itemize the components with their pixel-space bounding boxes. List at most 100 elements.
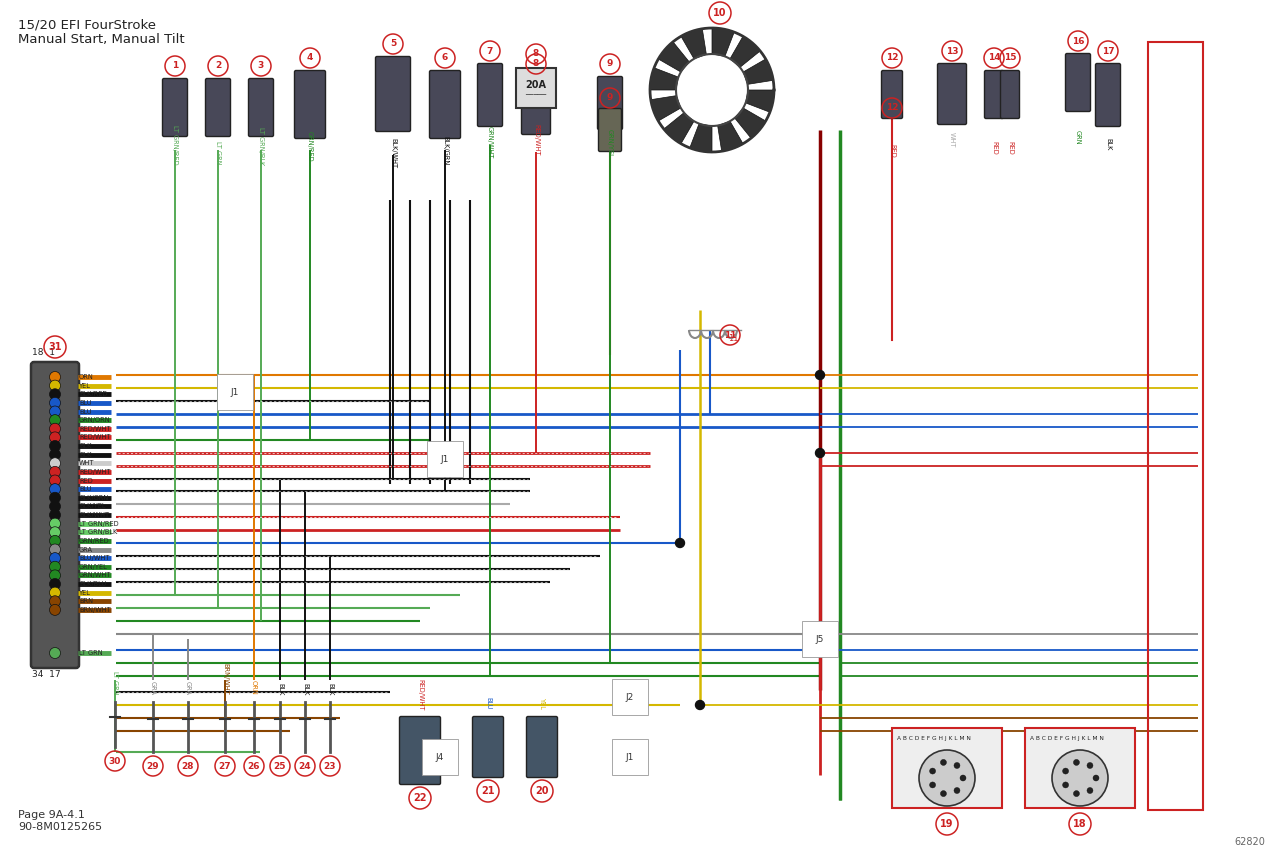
Text: 5: 5 — [390, 39, 396, 49]
Text: GRN/YEL: GRN/YEL — [79, 563, 108, 569]
Text: YEL: YEL — [79, 590, 91, 596]
Circle shape — [50, 406, 60, 417]
Circle shape — [50, 518, 60, 529]
Circle shape — [50, 484, 60, 495]
Polygon shape — [690, 124, 712, 152]
Text: 30: 30 — [109, 757, 122, 765]
Text: ─────: ───── — [525, 92, 547, 98]
Circle shape — [960, 775, 966, 781]
Circle shape — [50, 510, 60, 521]
FancyBboxPatch shape — [163, 79, 187, 137]
Text: J1: J1 — [626, 752, 634, 762]
Circle shape — [941, 759, 946, 765]
Text: GRN/WHT: GRN/WHT — [486, 126, 493, 158]
Text: BLU: BLU — [485, 698, 492, 710]
Circle shape — [1074, 759, 1079, 765]
Circle shape — [50, 535, 60, 546]
FancyBboxPatch shape — [477, 63, 503, 127]
Text: 1: 1 — [172, 62, 178, 70]
Text: J5: J5 — [815, 634, 824, 644]
Text: J4: J4 — [436, 752, 444, 762]
Text: WHT: WHT — [948, 133, 955, 148]
Text: LT GRN/RED: LT GRN/RED — [172, 126, 178, 165]
Circle shape — [50, 457, 60, 469]
Text: 62820: 62820 — [1234, 837, 1265, 847]
Text: GRN: GRN — [1075, 130, 1082, 145]
Text: BLK/GRN: BLK/GRN — [442, 136, 448, 165]
Text: GRN/WHT: GRN/WHT — [79, 572, 111, 578]
Text: BLK/WHT: BLK/WHT — [390, 138, 396, 168]
Text: GRN/RED: GRN/RED — [307, 132, 314, 162]
Circle shape — [50, 423, 60, 434]
Circle shape — [941, 791, 946, 797]
Text: ORN: ORN — [251, 681, 257, 695]
Text: YEL: YEL — [539, 699, 545, 710]
Text: BLU: BLU — [79, 486, 92, 492]
Circle shape — [954, 787, 960, 793]
Circle shape — [50, 432, 60, 443]
Text: 17: 17 — [1102, 46, 1115, 56]
Circle shape — [919, 750, 975, 806]
Text: LT GRN/BLK: LT GRN/BLK — [259, 127, 264, 165]
Text: RED: RED — [1007, 141, 1012, 155]
Text: BLU: BLU — [79, 400, 92, 406]
Text: 10: 10 — [713, 8, 727, 18]
Circle shape — [1062, 782, 1069, 788]
FancyBboxPatch shape — [206, 79, 230, 137]
Text: GRA: GRA — [150, 681, 156, 695]
Text: 19: 19 — [941, 819, 954, 829]
Polygon shape — [718, 121, 742, 151]
Polygon shape — [744, 59, 773, 85]
Text: 18: 18 — [1073, 819, 1087, 829]
Text: 25: 25 — [274, 762, 287, 770]
Circle shape — [695, 700, 704, 710]
Circle shape — [50, 604, 60, 616]
Text: 8: 8 — [532, 50, 539, 58]
FancyBboxPatch shape — [31, 362, 79, 668]
Text: 27: 27 — [219, 762, 232, 770]
Text: A B C D E F G H J K L M N: A B C D E F G H J K L M N — [1030, 736, 1103, 741]
Text: 90-8M0125265: 90-8M0125265 — [18, 822, 102, 832]
FancyBboxPatch shape — [599, 109, 622, 151]
Text: 31: 31 — [49, 342, 61, 352]
Text: 20A: 20A — [526, 80, 547, 90]
Bar — [516, 68, 556, 108]
Circle shape — [1052, 750, 1108, 806]
Text: 21: 21 — [481, 786, 495, 796]
FancyBboxPatch shape — [399, 716, 440, 785]
Text: 15: 15 — [1004, 54, 1016, 62]
Text: 24: 24 — [298, 762, 311, 770]
FancyBboxPatch shape — [598, 76, 622, 129]
Text: J1: J1 — [440, 455, 449, 463]
Text: LT GRN: LT GRN — [215, 141, 221, 165]
Text: LT GRN: LT GRN — [79, 650, 102, 656]
Text: 22: 22 — [413, 793, 426, 803]
FancyBboxPatch shape — [248, 79, 274, 137]
Text: 9: 9 — [607, 93, 613, 103]
Circle shape — [50, 552, 60, 563]
Text: 14: 14 — [988, 54, 1000, 62]
Circle shape — [50, 579, 60, 589]
Circle shape — [50, 587, 60, 598]
Text: 15/20 EFI FourStroke: 15/20 EFI FourStroke — [18, 18, 156, 31]
Text: BLK: BLK — [1105, 138, 1111, 150]
Polygon shape — [730, 36, 760, 68]
Circle shape — [50, 466, 60, 477]
Text: RED/WHT: RED/WHT — [532, 123, 539, 155]
Text: BLK/WHT: BLK/WHT — [79, 512, 109, 518]
Circle shape — [626, 687, 635, 697]
Text: BLU/WHT: BLU/WHT — [79, 555, 109, 561]
Circle shape — [815, 449, 824, 457]
Circle shape — [50, 501, 60, 512]
Circle shape — [676, 539, 685, 547]
Text: BRN/WHT: BRN/WHT — [221, 663, 228, 695]
FancyBboxPatch shape — [1096, 63, 1120, 127]
Text: LT GRN: LT GRN — [113, 671, 118, 695]
Text: GRA: GRA — [79, 546, 93, 552]
Text: 18  1: 18 1 — [32, 348, 55, 357]
Circle shape — [50, 527, 60, 538]
Text: 12: 12 — [886, 103, 899, 113]
Text: BLK/BLU: BLK/BLU — [79, 581, 106, 587]
Bar — [892, 728, 1002, 808]
Text: 4: 4 — [307, 54, 314, 62]
